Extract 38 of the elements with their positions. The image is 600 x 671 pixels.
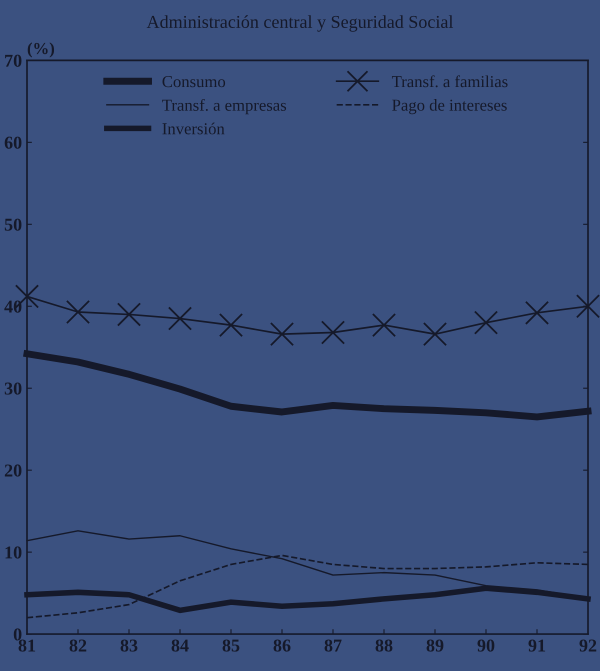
x-tick-label: 87 (324, 639, 342, 652)
point (474, 310, 498, 335)
x-tick-label: 85 (222, 639, 240, 652)
y-tick-label: 40 (4, 300, 22, 313)
x-tick-label: 84 (172, 639, 189, 652)
x-tick-label: 81 (18, 639, 36, 652)
y-tick-label: 70 (5, 54, 22, 67)
y-tick-label: 0 (14, 628, 22, 641)
point (422, 322, 448, 346)
x-tick-label: 90 (477, 639, 494, 652)
point (66, 300, 90, 324)
y-axis-title: (%) (28, 42, 54, 58)
x-tick-label: 83 (120, 639, 138, 652)
legend-label: Consumo (162, 76, 226, 88)
point (372, 313, 396, 338)
chart-title: Administración central y Seguridad Social (146, 15, 454, 32)
point (168, 306, 192, 331)
x-tick-label: 82 (70, 639, 86, 652)
legend-label: Transf. a familias (392, 75, 508, 88)
legend-label: Transf. a empresas (162, 98, 286, 114)
point (576, 294, 600, 318)
y-tick-label: 10 (6, 546, 22, 559)
x-tick-label: 88 (376, 639, 392, 652)
legend-label: Inversión (162, 122, 225, 134)
x-tick-label: 91 (528, 640, 546, 652)
x-tick-label: 86 (274, 639, 290, 652)
legend-label: Pago de intereses (392, 99, 507, 114)
y-tick-label: 30 (4, 382, 22, 395)
point (218, 313, 244, 338)
point (524, 300, 550, 325)
x-tick-label: 89 (426, 639, 444, 652)
y-tick-label: 20 (4, 464, 22, 477)
point (116, 302, 142, 326)
y-tick-label: 50 (4, 218, 22, 231)
point (320, 320, 346, 345)
x-tick-label: 92 (579, 640, 596, 652)
y-tick-label: 60 (4, 136, 22, 149)
point (270, 322, 294, 346)
